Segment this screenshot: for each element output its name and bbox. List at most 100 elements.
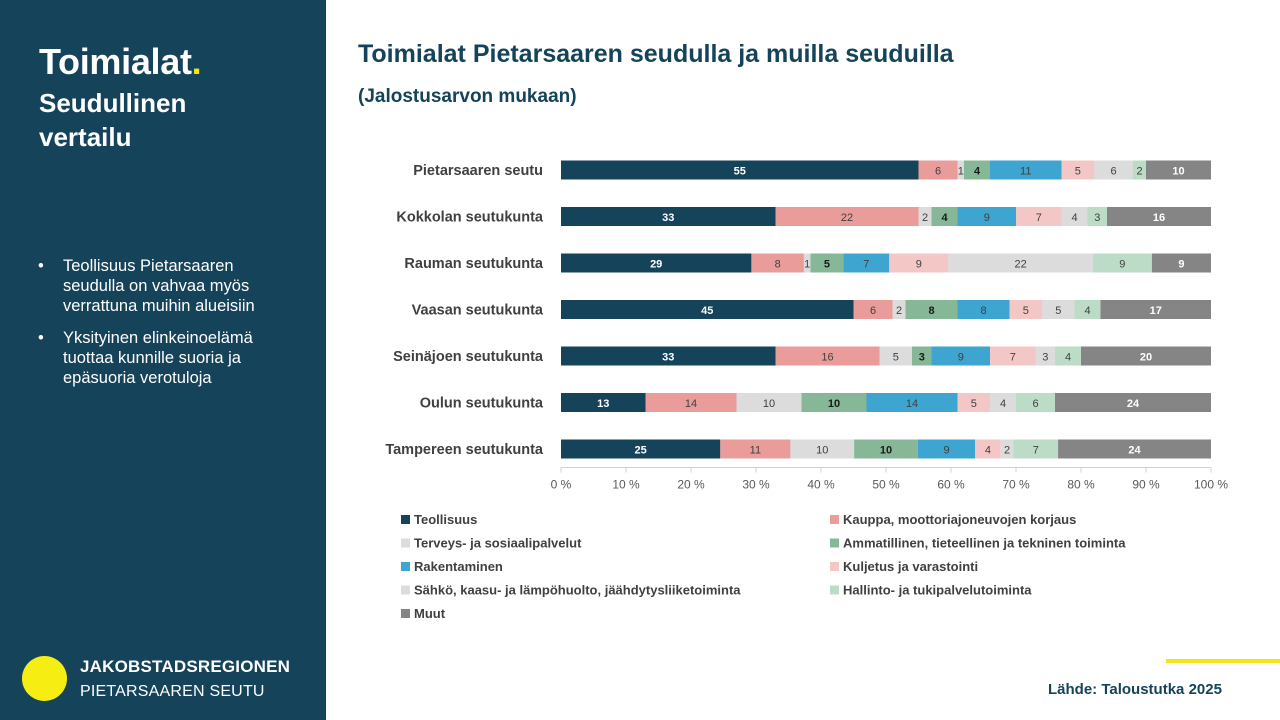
category-label: Pietarsaaren seutu: [413, 163, 543, 179]
legend-swatch: [401, 562, 410, 571]
bar-segment: [736, 393, 802, 412]
chart-title: Toimialat Pietarsaaren seudulla ja muill…: [358, 40, 954, 68]
logo-text-primary: JAKOBSTADSREGIONEN: [80, 657, 291, 676]
logo-text-secondary: PIETARSAAREN SEUTU: [80, 683, 265, 700]
data-label: 5: [971, 398, 977, 410]
x-tick-label: 80 %: [1067, 478, 1095, 492]
data-label: 33: [662, 352, 674, 364]
bar-segment: [957, 160, 964, 180]
data-label: 11: [1020, 166, 1031, 178]
data-label: 4: [1084, 305, 1090, 317]
bar-segment: [1000, 439, 1014, 459]
bar-segment: [751, 253, 804, 273]
x-tick-label: 50 %: [872, 478, 900, 492]
legend-label: Hallinto- ja tukipalvelutoiminta: [843, 583, 1032, 598]
data-label: 13: [597, 398, 609, 410]
category-label: Tampereen seutukunta: [385, 442, 544, 458]
data-label: 5: [893, 352, 899, 364]
bar-segment: [1092, 253, 1152, 273]
bar-segment: [561, 207, 776, 226]
data-label: 4: [1065, 352, 1071, 364]
data-label: 8: [928, 305, 934, 317]
data-label: 5: [1055, 305, 1061, 317]
legend-label: Kauppa, moottoriajoneuvojen korjaus: [843, 512, 1076, 527]
data-label: 2: [896, 305, 902, 317]
bar-segment: [1087, 207, 1107, 226]
bar-segment: [912, 346, 932, 366]
data-label: 4: [985, 445, 991, 457]
bar-segment: [843, 253, 890, 273]
legend-label: Teollisuus: [414, 512, 477, 527]
data-label: 55: [734, 166, 746, 178]
sidebar-title: Toimialat.: [39, 41, 202, 82]
legend-swatch: [401, 585, 410, 595]
bar-segment: [1016, 393, 1055, 412]
data-label: 4: [941, 212, 948, 224]
data-label: 8: [980, 305, 986, 317]
source-note: Lähde: Taloustutka 2025: [1048, 681, 1222, 698]
bullet-item: Yksityinen elinkeinoelämä tuottaa kunnil…: [38, 328, 288, 388]
data-label: 24: [1128, 445, 1141, 457]
bar-segment: [975, 439, 1001, 459]
x-tick-label: 90 %: [1132, 478, 1160, 492]
legend-label: Rakentaminen: [414, 559, 503, 574]
data-label: 24: [1127, 398, 1140, 410]
bar-segment: [1074, 300, 1101, 319]
legend-swatch: [830, 562, 839, 571]
bar-segment: [803, 253, 811, 273]
data-label: 4: [1000, 398, 1006, 410]
category-label: Seinäjoen seutukunta: [393, 349, 544, 365]
data-label: 22: [1014, 259, 1026, 271]
data-label: 1: [958, 166, 964, 178]
sidebar-panel: Toimialat. Seudullinen vertailu Teollisu…: [0, 0, 326, 720]
x-tick-label: 70 %: [1002, 478, 1030, 492]
bullet-item: Teollisuus Pietarsaaren seudulla on vahv…: [38, 256, 288, 316]
category-label: Kokkolan seutukunta: [396, 210, 544, 226]
data-label: 4: [974, 166, 981, 178]
data-label: 16: [821, 352, 833, 364]
title-dot: .: [191, 41, 202, 82]
x-tick-label: 30 %: [742, 478, 770, 492]
bar-segment: [1081, 346, 1211, 366]
data-label: 20: [1140, 352, 1152, 364]
data-label: 14: [906, 398, 918, 410]
data-label: 6: [1110, 166, 1116, 178]
legend-label: Sähkö, kaasu- ja lämpöhuolto, jäähdytysl…: [414, 583, 741, 598]
bar-segment: [1107, 207, 1211, 226]
data-label: 16: [1153, 212, 1165, 224]
data-label: 5: [1023, 305, 1029, 317]
data-label: 10: [816, 445, 828, 457]
bar-segment: [918, 160, 958, 180]
bar-segment: [561, 300, 854, 319]
data-label: 29: [650, 259, 662, 271]
bar-segment: [917, 439, 976, 459]
bar-segment: [775, 346, 880, 366]
data-label: 25: [635, 445, 647, 457]
bar-segment: [990, 393, 1016, 412]
data-label: 5: [1075, 166, 1081, 178]
bar-segment: [1058, 439, 1211, 459]
data-label: 2: [922, 212, 928, 224]
data-label: 9: [916, 259, 922, 271]
bar-segment: [1042, 300, 1075, 319]
data-label: 33: [662, 212, 674, 224]
data-label: 2: [1136, 166, 1142, 178]
legend-label: Muut: [414, 606, 446, 621]
chart-subtitle: (Jalostusarvon mukaan): [358, 86, 577, 107]
bar-segment: [775, 207, 919, 226]
bar-segment: [1061, 160, 1094, 180]
bar-segment: [801, 393, 867, 412]
sidebar-subtitle: Seudullinen vertailu: [39, 88, 187, 152]
bullet-list: Teollisuus Pietarsaaren seudulla on vahv…: [38, 256, 288, 400]
x-tick-label: 100 %: [1194, 478, 1228, 492]
bar-segment: [1151, 253, 1211, 273]
bar-segment: [561, 346, 776, 366]
legend-swatch: [830, 515, 839, 524]
category-label: Rauman seutukunta: [404, 256, 544, 272]
data-label: 7: [1033, 445, 1039, 457]
bar-segment: [892, 300, 906, 319]
legend-swatch: [830, 538, 839, 548]
bar-segment: [561, 160, 919, 180]
data-label: 7: [863, 259, 869, 271]
data-label: 9: [1178, 259, 1184, 271]
